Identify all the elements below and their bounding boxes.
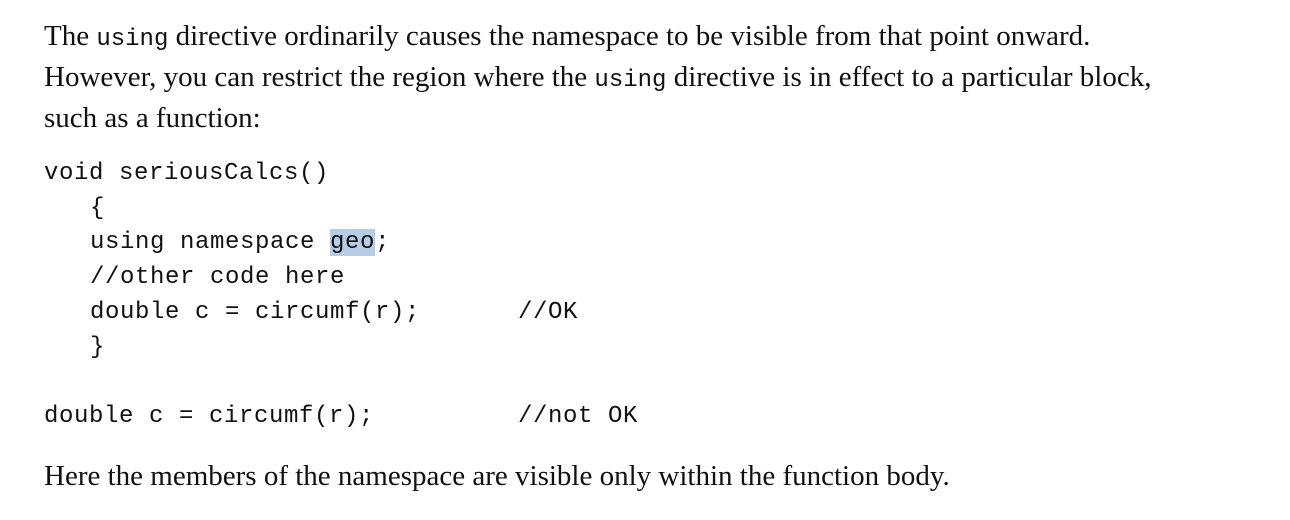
intro-line-1: The using directive ordinarily causes th…: [44, 16, 1090, 60]
code-inner-statement: double c = circumf(r);: [90, 299, 421, 326]
outro-paragraph: Here the members of the namespace are vi…: [44, 460, 950, 492]
intro-text: The: [44, 20, 97, 52]
code-inner-comment: //OK: [518, 299, 579, 326]
selected-namespace-text[interactable]: geo: [330, 229, 376, 256]
intro-text: However, you can restrict the region whe…: [44, 61, 595, 93]
code-comment-line: //other code here: [90, 264, 346, 291]
code-outer-comment: //not OK: [518, 403, 639, 430]
code-using-line: using namespace geo;: [90, 226, 390, 260]
code-outer-statement: double c = circumf(r);: [44, 403, 375, 430]
code-open-brace: {: [90, 195, 106, 222]
intro-line-2: However, you can restrict the region whe…: [44, 57, 1151, 101]
intro-text: directive is in effect to a particular b…: [666, 61, 1152, 93]
code-using-suffix: ;: [375, 229, 391, 256]
code-close-brace: }: [90, 334, 106, 361]
code-function-signature: void seriousCalcs(): [44, 160, 330, 187]
inline-code-using: using: [594, 67, 667, 94]
code-using-prefix: using namespace: [90, 229, 331, 256]
inline-code-using: using: [96, 26, 169, 53]
intro-line-3: such as a function:: [44, 102, 261, 134]
intro-text: directive ordinarily causes the namespac…: [168, 20, 1091, 52]
